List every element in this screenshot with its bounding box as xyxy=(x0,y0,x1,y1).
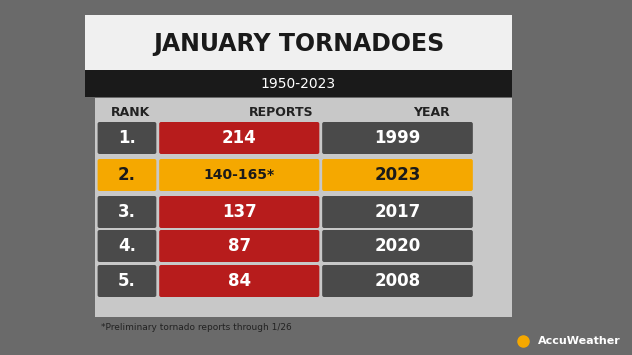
FancyBboxPatch shape xyxy=(322,196,473,228)
FancyBboxPatch shape xyxy=(322,265,473,297)
Text: AccuWeather: AccuWeather xyxy=(538,336,621,346)
Text: 2017: 2017 xyxy=(374,203,421,221)
Text: 84: 84 xyxy=(228,272,251,290)
Text: *Preliminary tornado reports through 1/26: *Preliminary tornado reports through 1/2… xyxy=(101,322,292,332)
Text: 140-165*: 140-165* xyxy=(204,168,275,182)
Text: RANK: RANK xyxy=(111,106,150,120)
Text: 4.: 4. xyxy=(118,237,136,255)
FancyBboxPatch shape xyxy=(159,196,319,228)
Text: 1999: 1999 xyxy=(374,129,421,147)
Text: 137: 137 xyxy=(222,203,257,221)
FancyBboxPatch shape xyxy=(322,122,473,154)
FancyBboxPatch shape xyxy=(322,159,473,191)
Text: REPORTS: REPORTS xyxy=(249,106,313,120)
FancyBboxPatch shape xyxy=(97,265,156,297)
FancyBboxPatch shape xyxy=(97,196,156,228)
Text: 3.: 3. xyxy=(118,203,136,221)
Text: 2020: 2020 xyxy=(374,237,421,255)
Text: 87: 87 xyxy=(228,237,251,255)
Text: 2.: 2. xyxy=(118,166,136,184)
FancyBboxPatch shape xyxy=(95,98,512,317)
FancyBboxPatch shape xyxy=(85,15,512,70)
Text: YEAR: YEAR xyxy=(413,106,449,120)
Text: 5.: 5. xyxy=(118,272,136,290)
Text: 2008: 2008 xyxy=(374,272,420,290)
FancyBboxPatch shape xyxy=(97,159,156,191)
FancyBboxPatch shape xyxy=(159,122,319,154)
FancyBboxPatch shape xyxy=(85,70,512,97)
FancyBboxPatch shape xyxy=(322,230,473,262)
Text: 1950-2023: 1950-2023 xyxy=(261,76,336,91)
FancyBboxPatch shape xyxy=(97,230,156,262)
Text: JANUARY TORNADOES: JANUARY TORNADOES xyxy=(153,32,444,55)
Text: 1.: 1. xyxy=(118,129,136,147)
FancyBboxPatch shape xyxy=(159,230,319,262)
Text: 214: 214 xyxy=(222,129,257,147)
FancyBboxPatch shape xyxy=(159,265,319,297)
FancyBboxPatch shape xyxy=(97,122,156,154)
Text: 2023: 2023 xyxy=(374,166,421,184)
FancyBboxPatch shape xyxy=(159,159,319,191)
